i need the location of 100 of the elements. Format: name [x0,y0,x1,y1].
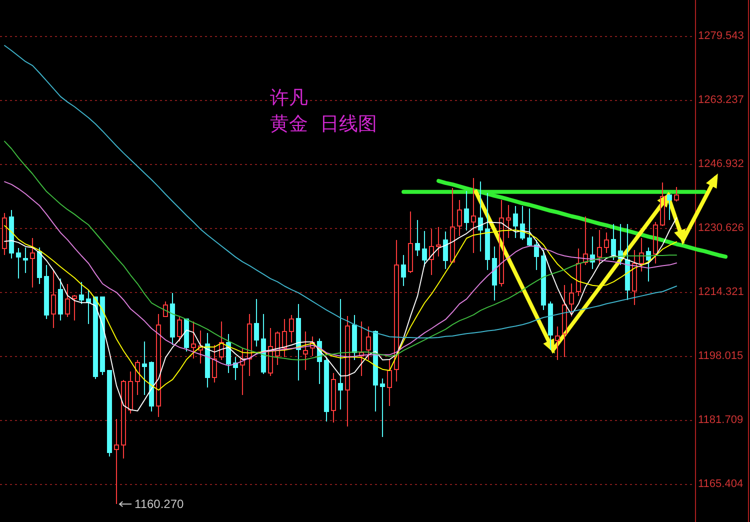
candlestick [478,181,483,252]
candlestick [625,224,630,300]
candlestick [142,340,147,396]
candlestick [387,358,392,406]
candlestick [667,194,672,220]
candlestick [611,224,616,260]
annotation: 1160.270 [134,497,184,512]
candlestick [394,239,399,382]
y-tick-label: 1230.626 [698,222,744,234]
candlestick [324,356,329,422]
line-series [4,140,678,360]
candlestick [359,320,364,376]
candlestick [422,230,427,267]
candlestick [184,318,189,352]
line-series [4,45,678,338]
candlestick [513,206,518,239]
candlestick [415,219,420,256]
line-series [4,181,678,366]
candlestick [275,331,280,366]
candlestick [296,303,301,382]
candlestick [471,178,476,254]
candlestick [639,238,644,272]
candlestick [366,326,371,360]
text: 许凡 [270,87,308,109]
candlestick [107,370,112,457]
candlestick [632,250,637,306]
candlestick [100,296,105,376]
candlestick [226,334,231,374]
candlestick [191,320,196,359]
candlestick [408,211,413,274]
candlestick [58,278,63,322]
candlestick [135,359,140,396]
candlestick [380,378,385,438]
candlestick [65,283,70,318]
candlestick [457,199,462,236]
candlestick [373,330,378,412]
candlestick [2,212,7,256]
candlestick [205,332,210,388]
candlestick [37,246,42,284]
candlestick [247,313,252,376]
y-tick-label: 1181.709 [698,414,744,426]
candlestick [436,226,441,258]
candlestick [303,331,308,371]
candlestick [219,320,224,360]
candlestick [23,246,28,274]
candlestick [254,298,259,348]
candlestick [555,326,560,360]
candlestick [212,344,217,384]
candlestick [660,182,665,227]
candlestick [268,328,273,376]
candlestick [485,192,490,271]
text: 黄金 日线图 [270,113,378,135]
candlestick [401,254,406,287]
y-tick-label: 1165.404 [698,478,744,490]
candlestick [198,330,203,364]
candlestick [499,199,504,288]
candlestick [583,216,588,266]
candlestick [9,209,14,259]
candlestick [520,206,525,240]
candlestick [352,314,357,360]
candlestick [604,232,609,254]
candlestick [51,270,56,329]
candlestick [44,264,49,320]
candlestick [492,246,497,302]
candlestick [121,379,126,459]
candlestick [149,360,154,412]
candlestick [450,188,455,262]
candlestick [576,248,581,296]
candlestick [261,313,266,375]
candlestick [93,296,98,380]
candlestick [338,298,343,410]
candlestick [310,336,315,356]
candlestick [163,300,168,318]
y-tick-label: 1279.543 [698,30,744,42]
candlestick [534,239,539,271]
candlestick [569,282,574,318]
candlestick [674,186,679,202]
candlestick [597,229,602,264]
candlestick [331,372,336,424]
candlestick [646,246,651,282]
candlestick [429,228,434,276]
y-tick-label: 1263.237 [698,94,744,106]
candlestick [156,313,161,418]
candlestick [464,190,469,231]
candlestick [345,315,350,428]
candlestick [114,418,119,505]
candlestick [506,204,511,239]
candlestick [289,314,294,344]
y-tick-label: 1198.015 [698,350,744,362]
candlestick [30,238,35,288]
candlestick [86,290,91,324]
candlestick [548,300,553,351]
candlestick [527,208,532,247]
candlestick [541,250,546,311]
y-tick-label: 1214.321 [698,286,744,298]
candlestick [170,292,175,346]
candlestick [16,248,21,279]
y-tick-label: 1246.932 [698,158,744,170]
candlestick [562,284,567,358]
candlestick [282,318,287,358]
